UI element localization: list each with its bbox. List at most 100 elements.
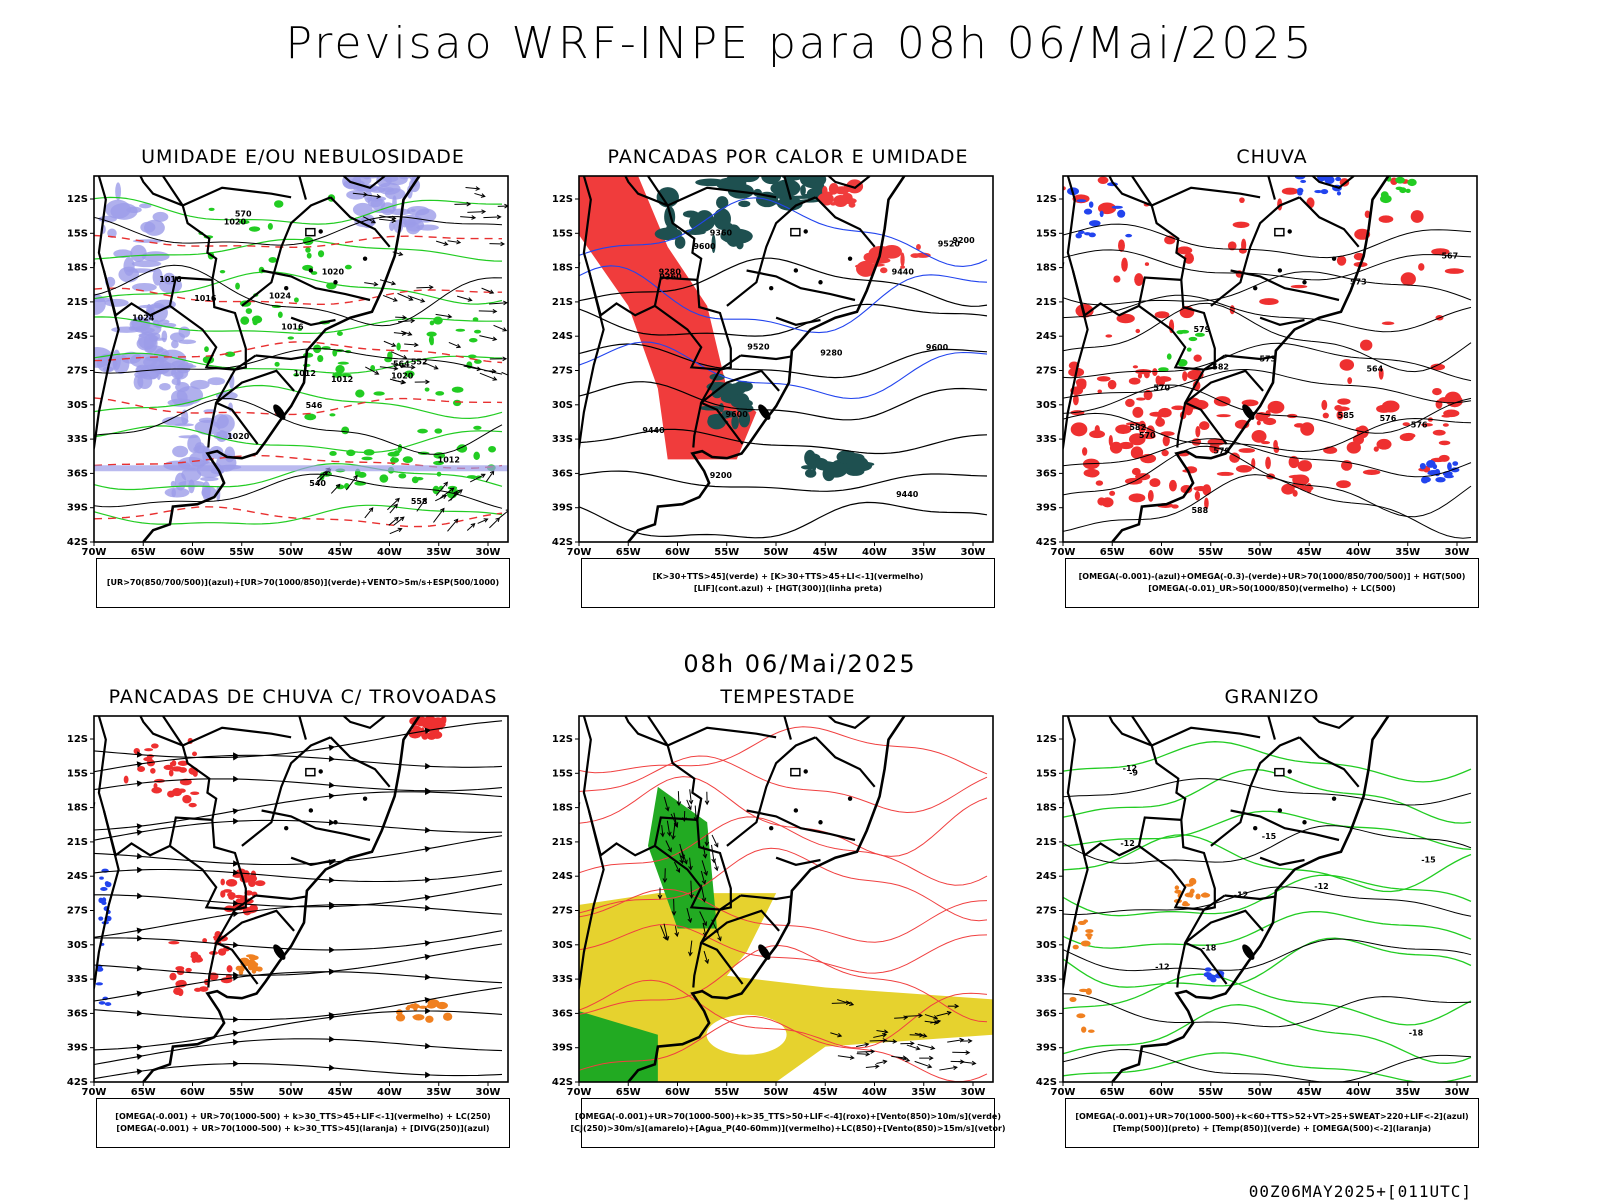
- lat-tick-label: 36S: [552, 1008, 573, 1019]
- contour-label: 1016: [194, 294, 217, 303]
- legend-box: [OMEGA(-0.001) + UR>70(1000-500) + k>30_…: [96, 1098, 510, 1148]
- lat-tick-label: 39S: [67, 503, 88, 514]
- lon-tick-label: 30W: [961, 547, 986, 558]
- run-footer: 00Z06MAY2025+[011UTC]: [1249, 1182, 1472, 1201]
- lon-tick-label: 35W: [426, 1087, 451, 1098]
- contour-label: 582: [1212, 363, 1229, 372]
- map-field: 5885855825795765735705675645825795765735…: [1027, 172, 1477, 542]
- lon-tick-label: 40W: [1346, 547, 1371, 558]
- lon-tick-label: 45W: [328, 547, 353, 558]
- contour-label: 558: [411, 497, 428, 506]
- contour-label: 9200: [952, 236, 975, 245]
- lon-tick-label: 35W: [911, 1087, 936, 1098]
- contour-label: 1024: [132, 314, 155, 323]
- lon-tick-label: 60W: [665, 1087, 690, 1098]
- contour-label: -15: [1421, 856, 1436, 865]
- legend-line: [UR>70(850/700/500)](azul)+[UR>70(1000/8…: [107, 577, 499, 589]
- lon-tick-label: 70W: [82, 547, 107, 558]
- legend-line: [OMEGA(-0.001)+UR>70(1000-500)+k<60+TTS>…: [1075, 1111, 1468, 1123]
- lon-tick-label: 55W: [1198, 547, 1223, 558]
- lat-tick-label: 18S: [67, 803, 88, 814]
- legend-line: [LIF](cont.azul) + [HGT(300)](linha pret…: [694, 583, 882, 595]
- lon-tick-label: 70W: [567, 1087, 592, 1098]
- lat-tick-label: 36S: [67, 468, 88, 479]
- lat-tick-label: 24S: [1036, 331, 1057, 342]
- lat-tick-label: 27S: [1036, 366, 1057, 377]
- lat-tick-label: 21S: [1036, 297, 1057, 308]
- lon-tick-label: 55W: [714, 547, 739, 558]
- lat-tick-label: 12S: [67, 734, 88, 745]
- contour-label: 9280: [820, 348, 843, 357]
- contour-label: 573: [1259, 354, 1276, 363]
- contour-label: 1012: [331, 375, 353, 384]
- lat-tick-label: 18S: [1036, 803, 1057, 814]
- lat-tick-label: 12S: [1036, 734, 1057, 745]
- contour-label: 1020: [224, 217, 247, 226]
- lat-tick-label: 33S: [552, 434, 573, 445]
- lon-tick-label: 30W: [476, 1087, 501, 1098]
- contour-label: 546: [306, 401, 323, 410]
- legend-line: [K>30+TTS>45](verde) + [K>30+TTS>45+LI<-…: [653, 571, 924, 583]
- contour-label: -18: [1409, 1028, 1424, 1037]
- lat-tick-label: 36S: [1036, 468, 1057, 479]
- lat-tick-label: 39S: [1036, 1043, 1057, 1054]
- lon-tick-label: 70W: [1051, 1087, 1076, 1098]
- legend-line: [OMEGA(-0.001)-(azul)+OMEGA(-0.3)-(verde…: [1079, 571, 1466, 583]
- lon-tick-label: 30W: [1445, 1087, 1470, 1098]
- lat-tick-label: 18S: [67, 263, 88, 274]
- contour-label: 552: [411, 357, 428, 366]
- lon-tick-label: 40W: [862, 1087, 887, 1098]
- lat-tick-label: 30S: [552, 940, 573, 951]
- lon-tick-label: 30W: [476, 547, 501, 558]
- lat-tick-label: 27S: [67, 366, 88, 377]
- lat-tick-label: 15S: [1036, 228, 1057, 239]
- contour-label: 1020: [227, 432, 250, 441]
- legend-box: [UR>70(850/700/500)](azul)+[UR>70(1000/8…: [96, 558, 510, 608]
- lon-tick-label: 35W: [426, 547, 451, 558]
- lat-tick-label: 39S: [67, 1043, 88, 1054]
- lat-tick-label: 39S: [1036, 503, 1057, 514]
- contour-label: -12: [1314, 882, 1328, 891]
- lat-tick-label: 27S: [1036, 906, 1057, 917]
- contour-label: 564: [1366, 365, 1383, 374]
- contour-label: 570: [1153, 383, 1170, 392]
- lat-tick-label: 39S: [552, 503, 573, 514]
- lat-tick-label: 30S: [552, 400, 573, 411]
- lat-tick-label: 12S: [552, 194, 573, 205]
- contour-label: 567: [1441, 251, 1458, 260]
- contour-label: 585: [1338, 411, 1355, 420]
- legend-box: [OMEGA(-0.001)+UR>70(1000-500)+k>35_TTS>…: [581, 1098, 995, 1148]
- lat-tick-label: 18S: [1036, 263, 1057, 274]
- legend-line: [OMEGA(-0.001) + UR>70(1000-500) + k>30_…: [116, 1123, 489, 1135]
- map-field: [58, 712, 508, 1082]
- lon-tick-label: 45W: [328, 1087, 353, 1098]
- lon-tick-label: 70W: [82, 1087, 107, 1098]
- lat-tick-label: 12S: [552, 734, 573, 745]
- contour-label: 9600: [693, 242, 716, 251]
- contour-label: 9280: [659, 268, 682, 277]
- map-figure: 1016101610161020102010201024101210121020…: [58, 172, 518, 572]
- lon-tick-label: 45W: [1297, 547, 1322, 558]
- contour-label: -15: [1262, 832, 1277, 841]
- lat-tick-label: 21S: [1036, 837, 1057, 848]
- lon-tick-label: 60W: [1149, 547, 1174, 558]
- lat-tick-label: 36S: [67, 1008, 88, 1019]
- lat-tick-label: 24S: [552, 871, 573, 882]
- contour-label: 573: [1350, 277, 1367, 286]
- contour-label: -9: [1129, 769, 1138, 778]
- lat-tick-label: 21S: [67, 837, 88, 848]
- lon-tick-label: 50W: [279, 547, 304, 558]
- lat-tick-label: 30S: [67, 400, 88, 411]
- lon-tick-label: 40W: [377, 1087, 402, 1098]
- lon-tick-label: 60W: [665, 547, 690, 558]
- contour-label: 579: [1193, 325, 1210, 334]
- contour-label: 576: [1411, 420, 1428, 429]
- contour-label: 570: [235, 210, 252, 219]
- lon-tick-label: 40W: [862, 547, 887, 558]
- contour-label: 1012: [294, 369, 316, 378]
- legend-line: [OMEGA(-0.001) + UR>70(1000-500) + k>30_…: [115, 1111, 490, 1123]
- legend-box: [K>30+TTS>45](verde) + [K>30+TTS>45+LI<-…: [581, 558, 995, 608]
- lat-tick-label: 27S: [552, 906, 573, 917]
- lat-tick-label: 33S: [1036, 434, 1057, 445]
- lat-tick-label: 24S: [67, 871, 88, 882]
